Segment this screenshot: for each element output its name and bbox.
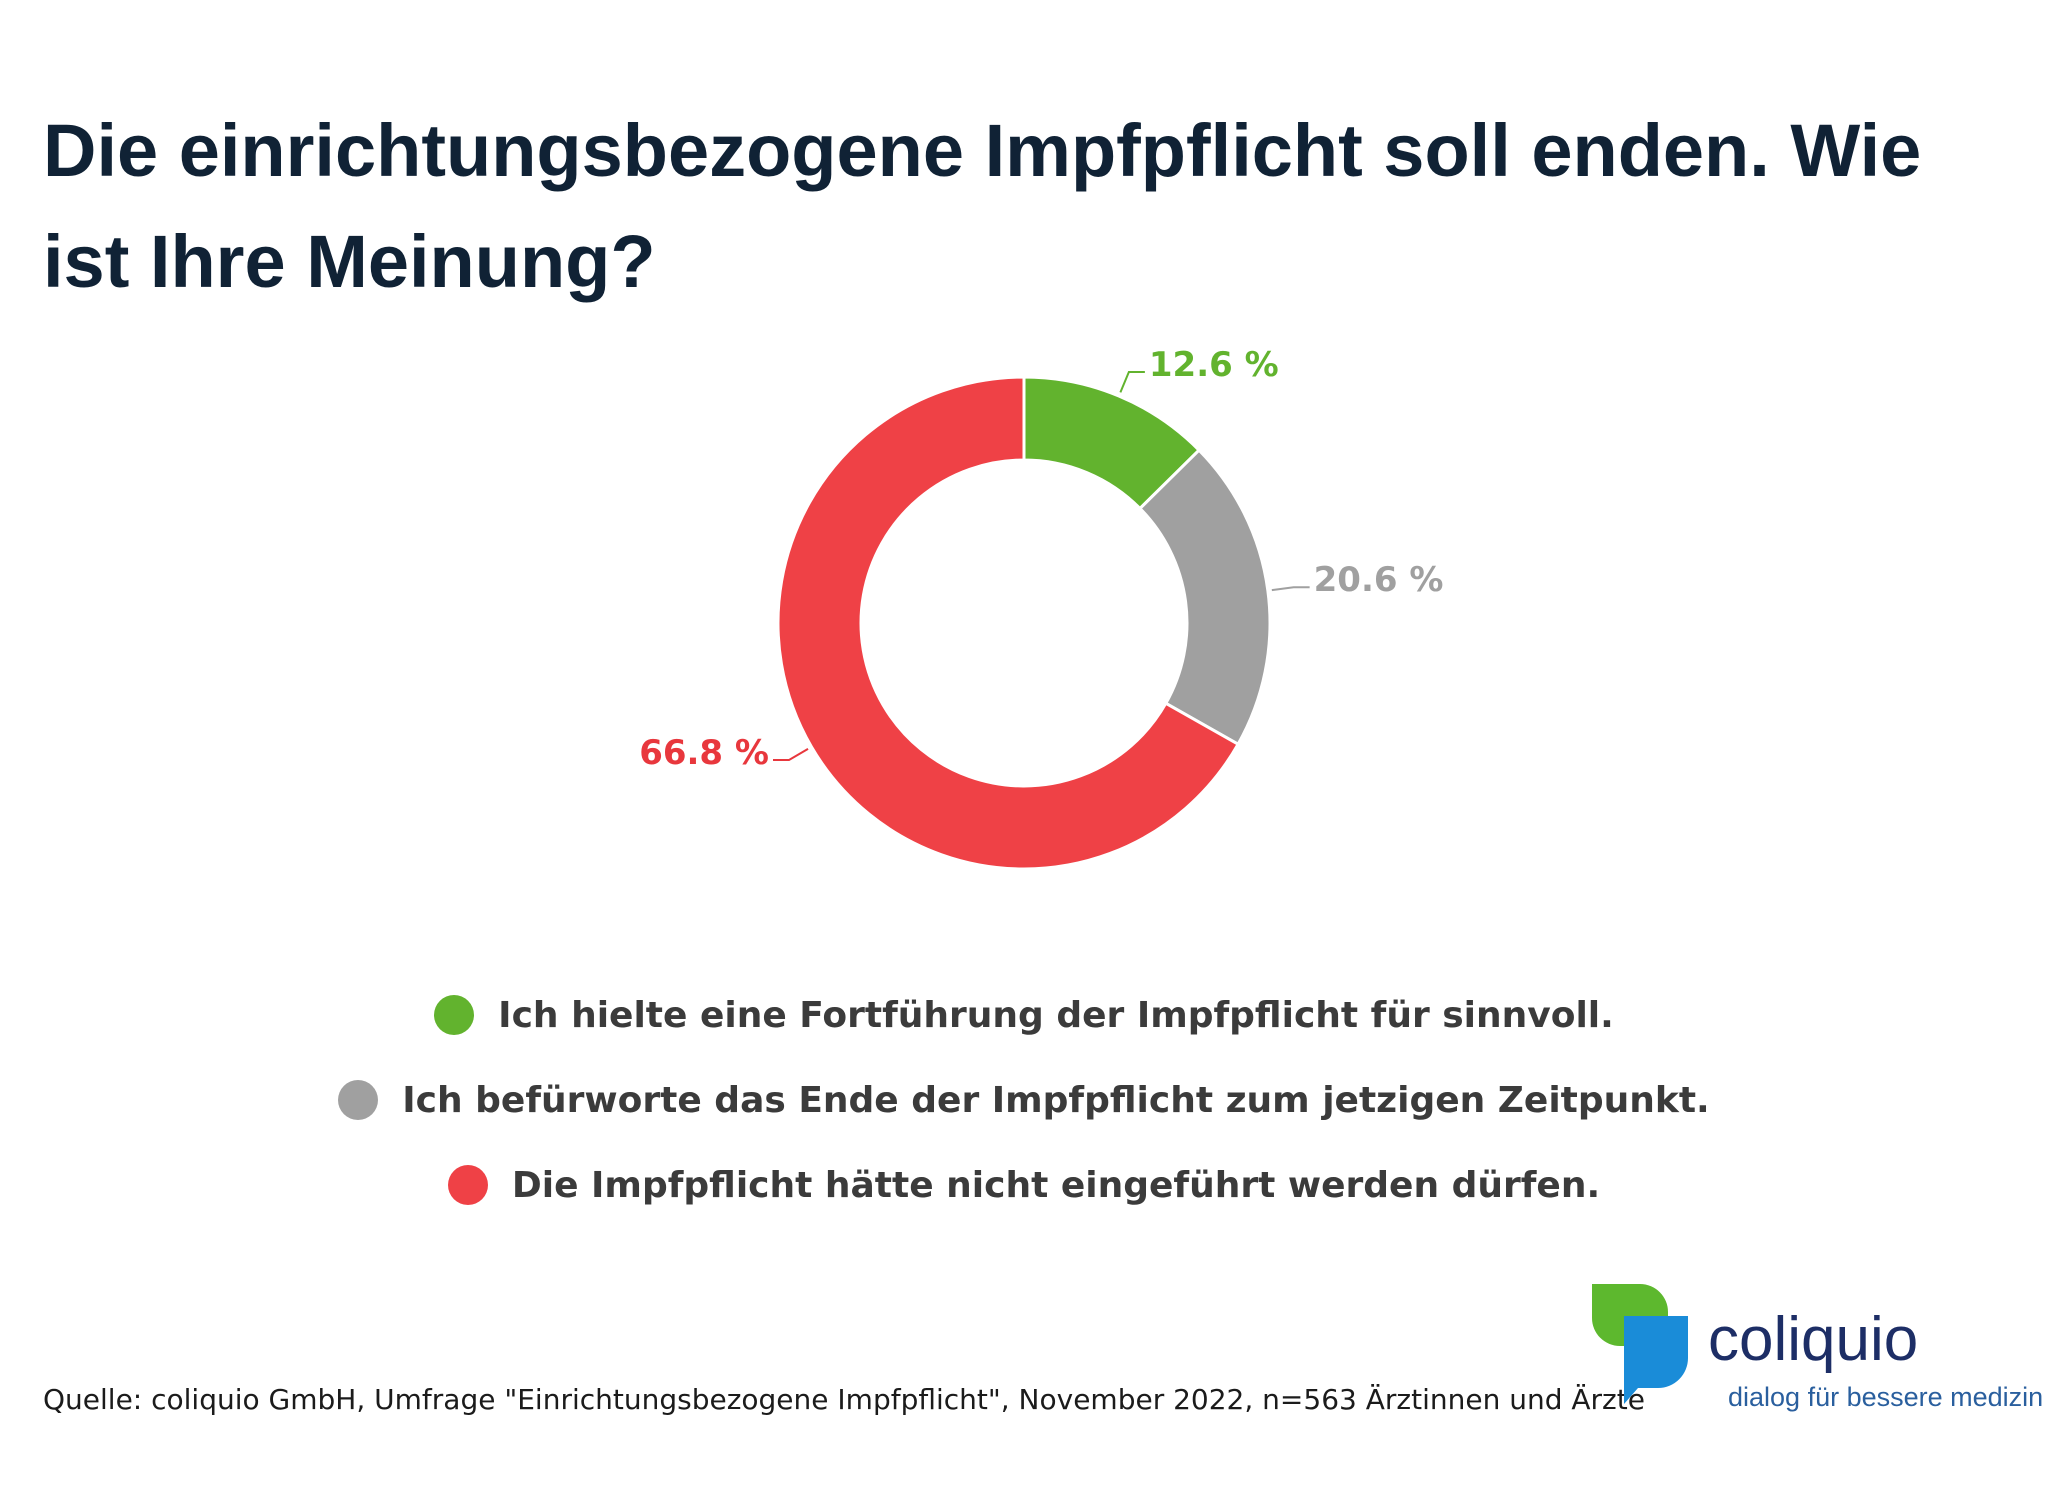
legend-item-0: Ich hielte eine Fortführung der Impfpfli…	[0, 985, 2048, 1045]
leader-line-2	[773, 748, 809, 761]
data-label-0: 12.6 %	[1149, 345, 1279, 385]
legend-item-2: Die Impfpflicht hätte nicht eingeführt w…	[0, 1155, 2048, 1215]
logo-name: coliquio	[1708, 1305, 1919, 1374]
legend-dot-2	[447, 1165, 488, 1205]
data-label-1: 20.6 %	[1314, 560, 1444, 600]
logo-tagline: dialog für bessere medizin	[1728, 1382, 2044, 1412]
legend-label-2: Die Impfpflicht hätte nicht eingeführt w…	[511, 1164, 1601, 1206]
source-note: Quelle: coliquio GmbH, Umfrage "Einricht…	[43, 1383, 1645, 1416]
legend-label-0: Ich hielte eine Fortführung der Impfpfli…	[498, 994, 1614, 1036]
chart-title: Die einrichtungsbezogene Impfpflicht sol…	[43, 109, 1922, 303]
leader-line-0	[1119, 371, 1145, 393]
legend-dot-1	[338, 1080, 379, 1120]
donut-chart: 12.6 % 20.6 % 66.8 %	[639, 345, 1444, 871]
data-label-2: 66.8 %	[639, 733, 769, 773]
legend-item-1: Ich befürworte das Ende der Impfpflicht …	[0, 1070, 2048, 1130]
coliquio-logo: coliquio dialog für bessere medizin	[1588, 1280, 2048, 1430]
legend-dot-0	[434, 995, 475, 1035]
speech-bubble-icon	[1592, 1284, 1688, 1404]
legend: Ich hielte eine Fortführung der Impfpfli…	[0, 985, 2048, 1240]
legend-label-1: Ich befürworte das Ende der Impfpflicht …	[402, 1079, 1710, 1121]
leader-line-1	[1271, 586, 1310, 592]
donut-slice-2	[776, 375, 1241, 871]
donut-slice-1	[1137, 448, 1272, 747]
